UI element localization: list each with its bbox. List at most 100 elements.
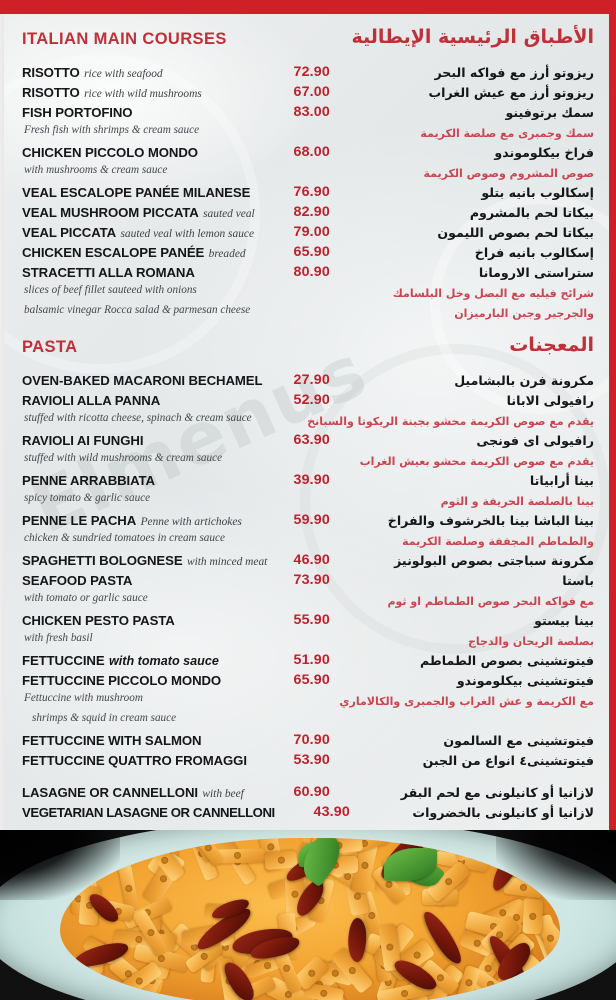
- menu-item-row: CHICKEN ESCALOPE PANÉE breaded 65.90 إسكال…: [0, 244, 616, 264]
- item-en-text: FETTUCCINE WITH SALMON: [22, 732, 327, 752]
- item-ar-text: باستا: [562, 570, 594, 589]
- item-ar-text: فراخ بيكلوموندو: [494, 142, 594, 161]
- item-price: 67.00: [293, 84, 330, 100]
- section-header-italian-main-courses: ITALIAN MAIN COURSES الأطباق الرئيسية الإ…: [0, 26, 616, 56]
- item-price: 51.90: [293, 652, 330, 668]
- item-price: 83.00: [293, 104, 330, 120]
- item-name: PENNE LE PACHA: [22, 513, 137, 528]
- item-en-text: VEAL PICCATA sauted veal with lemon sauc…: [22, 224, 327, 244]
- item-description-ar: سمك وجمبرى مع صلصة الكريمة: [420, 122, 594, 141]
- item-name-ar: مكرونة سباجتى بصوص البولونيز: [394, 553, 594, 568]
- menu-desc-row: with mushrooms & cream sauce صوص المشروم …: [0, 164, 616, 184]
- menu-item-row: SPAGHETTI BOLOGNESE with minced meat 46.9…: [0, 552, 616, 572]
- item-price: 70.90: [293, 732, 330, 748]
- menu-item-row: RAVIOLI ALLA PANNA 52.90 رافيولى الابانا: [0, 392, 616, 412]
- menu-desc-row: with tomato or garlic sauce مع فواكه البح…: [0, 592, 616, 612]
- item-price: 59.90: [293, 512, 330, 528]
- item-price: 55.90: [293, 612, 330, 628]
- item-name-ar: لازانيا أو كانيلونى مع لحم البقر: [400, 785, 594, 800]
- item-name-ar: بيكاتا لحم بصوص الليمون: [437, 225, 594, 240]
- menu-item-row: PENNE ARRABBIATA 39.90 بينا أرابياتا: [0, 472, 616, 492]
- item-description: stuffed with ricotta cheese, spinach & c…: [24, 412, 252, 424]
- menu-body: Elmenus ITALIAN MAIN COURSES الأطباق الرئ…: [0, 14, 616, 830]
- menu-item-row: VEGETARIAN LASAGNE OR CANNELLONI 43.90 لاز…: [0, 804, 616, 824]
- item-subtitle: with tomato sauce: [108, 654, 219, 668]
- item-name-ar: سمك برتوفينو: [505, 105, 594, 120]
- section-rows-pasta: OVEN-BAKED MACARONI BECHAMEL 27.90 مكرونة …: [0, 372, 616, 824]
- item-subtitle: rice with seafood: [84, 68, 163, 80]
- item-subtitle: breaded: [208, 248, 246, 260]
- item-price: 82.90: [293, 204, 330, 220]
- menu-desc-row: chicken & sundried tomatoes in cream sau…: [0, 532, 616, 552]
- item-en-text: CHICKEN PICCOLO MONDO: [22, 144, 327, 164]
- item-description-ar-text: يقدم مع صوص الكريمة محشو بعيش الغراب: [359, 455, 594, 468]
- item-en-text: FETTUCCINE QUATTRO FROMAGGI: [22, 752, 327, 772]
- item-name-ar: مكرونة فرن بالبشاميل: [454, 373, 594, 388]
- item-name: SEAFOOD PASTA: [22, 573, 133, 588]
- item-price: 46.90: [293, 552, 330, 568]
- item-ar-text: بينا أرابياتا: [530, 470, 594, 489]
- item-name-ar: ريزوتو أرز مع فواكه البحر: [434, 65, 594, 80]
- item-ar-text: سمك برتوفينو: [505, 102, 594, 121]
- item-price: 76.90: [293, 184, 330, 200]
- menu-desc-row: Fettuccine with mushroom مع الكريمة و عش …: [0, 692, 616, 712]
- item-description-ar: مع الكريمة و عش الغراب والجمبرى والكالام…: [339, 690, 594, 709]
- menu-item-row: CHICKEN PICCOLO MONDO 68.00 فراخ بيكلوموند…: [0, 144, 616, 164]
- item-en-text: SPAGHETTI BOLOGNESE with minced meat: [22, 552, 327, 572]
- sundried-tomato-piece: [348, 918, 367, 963]
- item-ar-text: لازانيا أو كانيلونى بالخضروات: [412, 802, 594, 821]
- item-ar-text: فيتوتشينى بصوص الطماطم: [420, 650, 594, 669]
- item-description-ar-text: مع الكريمة و عش الغراب والجمبرى والكالام…: [339, 695, 594, 708]
- item-price: 43.90: [313, 804, 350, 820]
- item-ar-text: إسكالوب بانيه فراخ: [475, 242, 594, 261]
- item-price: 65.90: [293, 672, 330, 688]
- section-rows-italian-main-courses: RISOTTO rice with seafood 72.90 ريزوتو أرز…: [0, 64, 616, 324]
- item-name-ar: لازانيا أو كانيلونى بالخضروات: [412, 805, 594, 820]
- item-description-ar-text: بصلصة الريحان والدجاج: [467, 635, 594, 648]
- menu-desc-row: stuffed with ricotta cheese, spinach & c…: [0, 412, 616, 432]
- menu-item-row: PENNE LE PACHA Penne with artichokes 59.9…: [0, 512, 616, 532]
- item-en-text: SEAFOOD PASTA: [22, 572, 327, 592]
- item-price: 27.90: [293, 372, 330, 388]
- item-description: slices of beef fillet sauteed with onion…: [24, 284, 197, 296]
- item-en-text: VEAL MUSHROOM PICCATA sauted veal: [22, 204, 327, 224]
- item-name-ar: بينا بيستو: [534, 613, 594, 628]
- item-description-ar-text: مع فواكه البحر صوص الطماطم او ثوم: [387, 595, 594, 608]
- item-price: 63.90: [293, 432, 330, 448]
- pasta-heap: [60, 838, 560, 1000]
- menu-item-row: CHICKEN PESTO PASTA 55.90 بينا بيستو: [0, 612, 616, 632]
- item-name-ar: فيتوتشينى بيكلوموندو: [456, 673, 594, 688]
- item-subtitle: rice with wild mushrooms: [84, 88, 202, 100]
- section-title-ar: المعجنات: [509, 334, 594, 356]
- item-description-ar: والطماطم المجففة وصلصة الكريمة: [402, 530, 594, 549]
- item-en-text: CHICKEN ESCALOPE PANÉE breaded: [22, 244, 327, 264]
- item-ar-text: ريزوتو أرز مع عيش الغراب: [428, 82, 594, 101]
- menu-item-row: VEAL PICCATA sauted veal with lemon sauc…: [0, 224, 616, 244]
- item-description-ar: بصلصة الريحان والدجاج: [468, 630, 594, 649]
- item-ar-text: رافيولى الابانا: [507, 390, 594, 409]
- item-subtitle: with beef: [202, 788, 244, 800]
- item-en-text: CHICKEN PESTO PASTA: [22, 612, 327, 632]
- item-name-ar: فيتوتشينى بصوص الطماطم: [420, 653, 594, 668]
- item-description-ar: والجرجير وجبن البارميزان: [454, 302, 594, 321]
- item-description-ar-text: يقدم مع صوص الكريمة محشو بجبنة الريكوتا …: [307, 415, 594, 428]
- item-en-text: STRACETTI ALLA ROMANA: [22, 264, 327, 284]
- photo-vignette-right: [496, 830, 616, 900]
- item-name: RAVIOLI ALLA PANNA: [22, 393, 161, 408]
- left-paper-edge: [0, 14, 4, 830]
- item-price: 79.00: [293, 224, 330, 240]
- item-name: PENNE ARRABBIATA: [22, 473, 155, 488]
- item-description: Fettuccine with mushroom: [24, 692, 143, 704]
- item-name-ar: باستا: [562, 573, 594, 588]
- top-red-band: [0, 0, 616, 14]
- menu-desc-row: balsamic vinegar Rocca salad & parmesan …: [0, 304, 616, 324]
- item-description-ar-text: سمك وجمبرى مع صلصة الكريمة: [420, 127, 594, 140]
- menu-desc-row: Fresh fish with shrimps & cream sauce سمك…: [0, 124, 616, 144]
- menu-desc-row: spicy tomato & garlic sauce بينا بالصلصة …: [0, 492, 616, 512]
- item-description: balsamic vinegar Rocca salad & parmesan …: [24, 304, 251, 316]
- item-ar-text: بيكاتا لحم بصوص الليمون: [437, 222, 594, 241]
- item-ar-text: لازانيا أو كانيلونى مع لحم البقر: [401, 782, 594, 801]
- item-name: CHICKEN PESTO PASTA: [22, 613, 175, 628]
- menu-item-row: FETTUCCINE with tomato sauce 51.90 فيتوتشي…: [0, 652, 616, 672]
- item-description: with fresh basil: [24, 632, 93, 644]
